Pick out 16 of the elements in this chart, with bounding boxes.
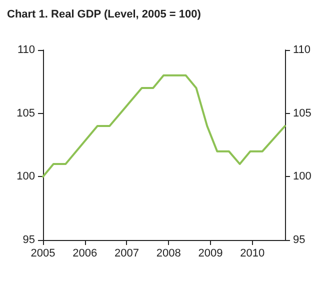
line-series	[42, 74, 286, 178]
x-tick-label: 2009	[198, 248, 223, 260]
x-tick-label: 2007	[114, 248, 139, 260]
y2-tick-label: 95	[293, 234, 306, 246]
y2-tick-label: 100	[293, 170, 312, 183]
y-tick-label: 100	[16, 170, 35, 183]
y-tick-label: 95	[22, 234, 35, 246]
x-tick-label: 2005	[30, 248, 56, 260]
x-tick-label: 2008	[156, 248, 181, 260]
y-tick-label: 110	[17, 44, 35, 56]
x-tick-label: 2010	[240, 248, 265, 260]
y2-tick-label: 110	[293, 44, 311, 56]
y2-tick-label: 105	[293, 107, 312, 120]
chart-title: Chart 1. Real GDP (Level, 2005 = 100)	[7, 8, 202, 20]
y-tick-label: 105	[16, 107, 35, 120]
x-tick-label: 2006	[72, 248, 98, 260]
